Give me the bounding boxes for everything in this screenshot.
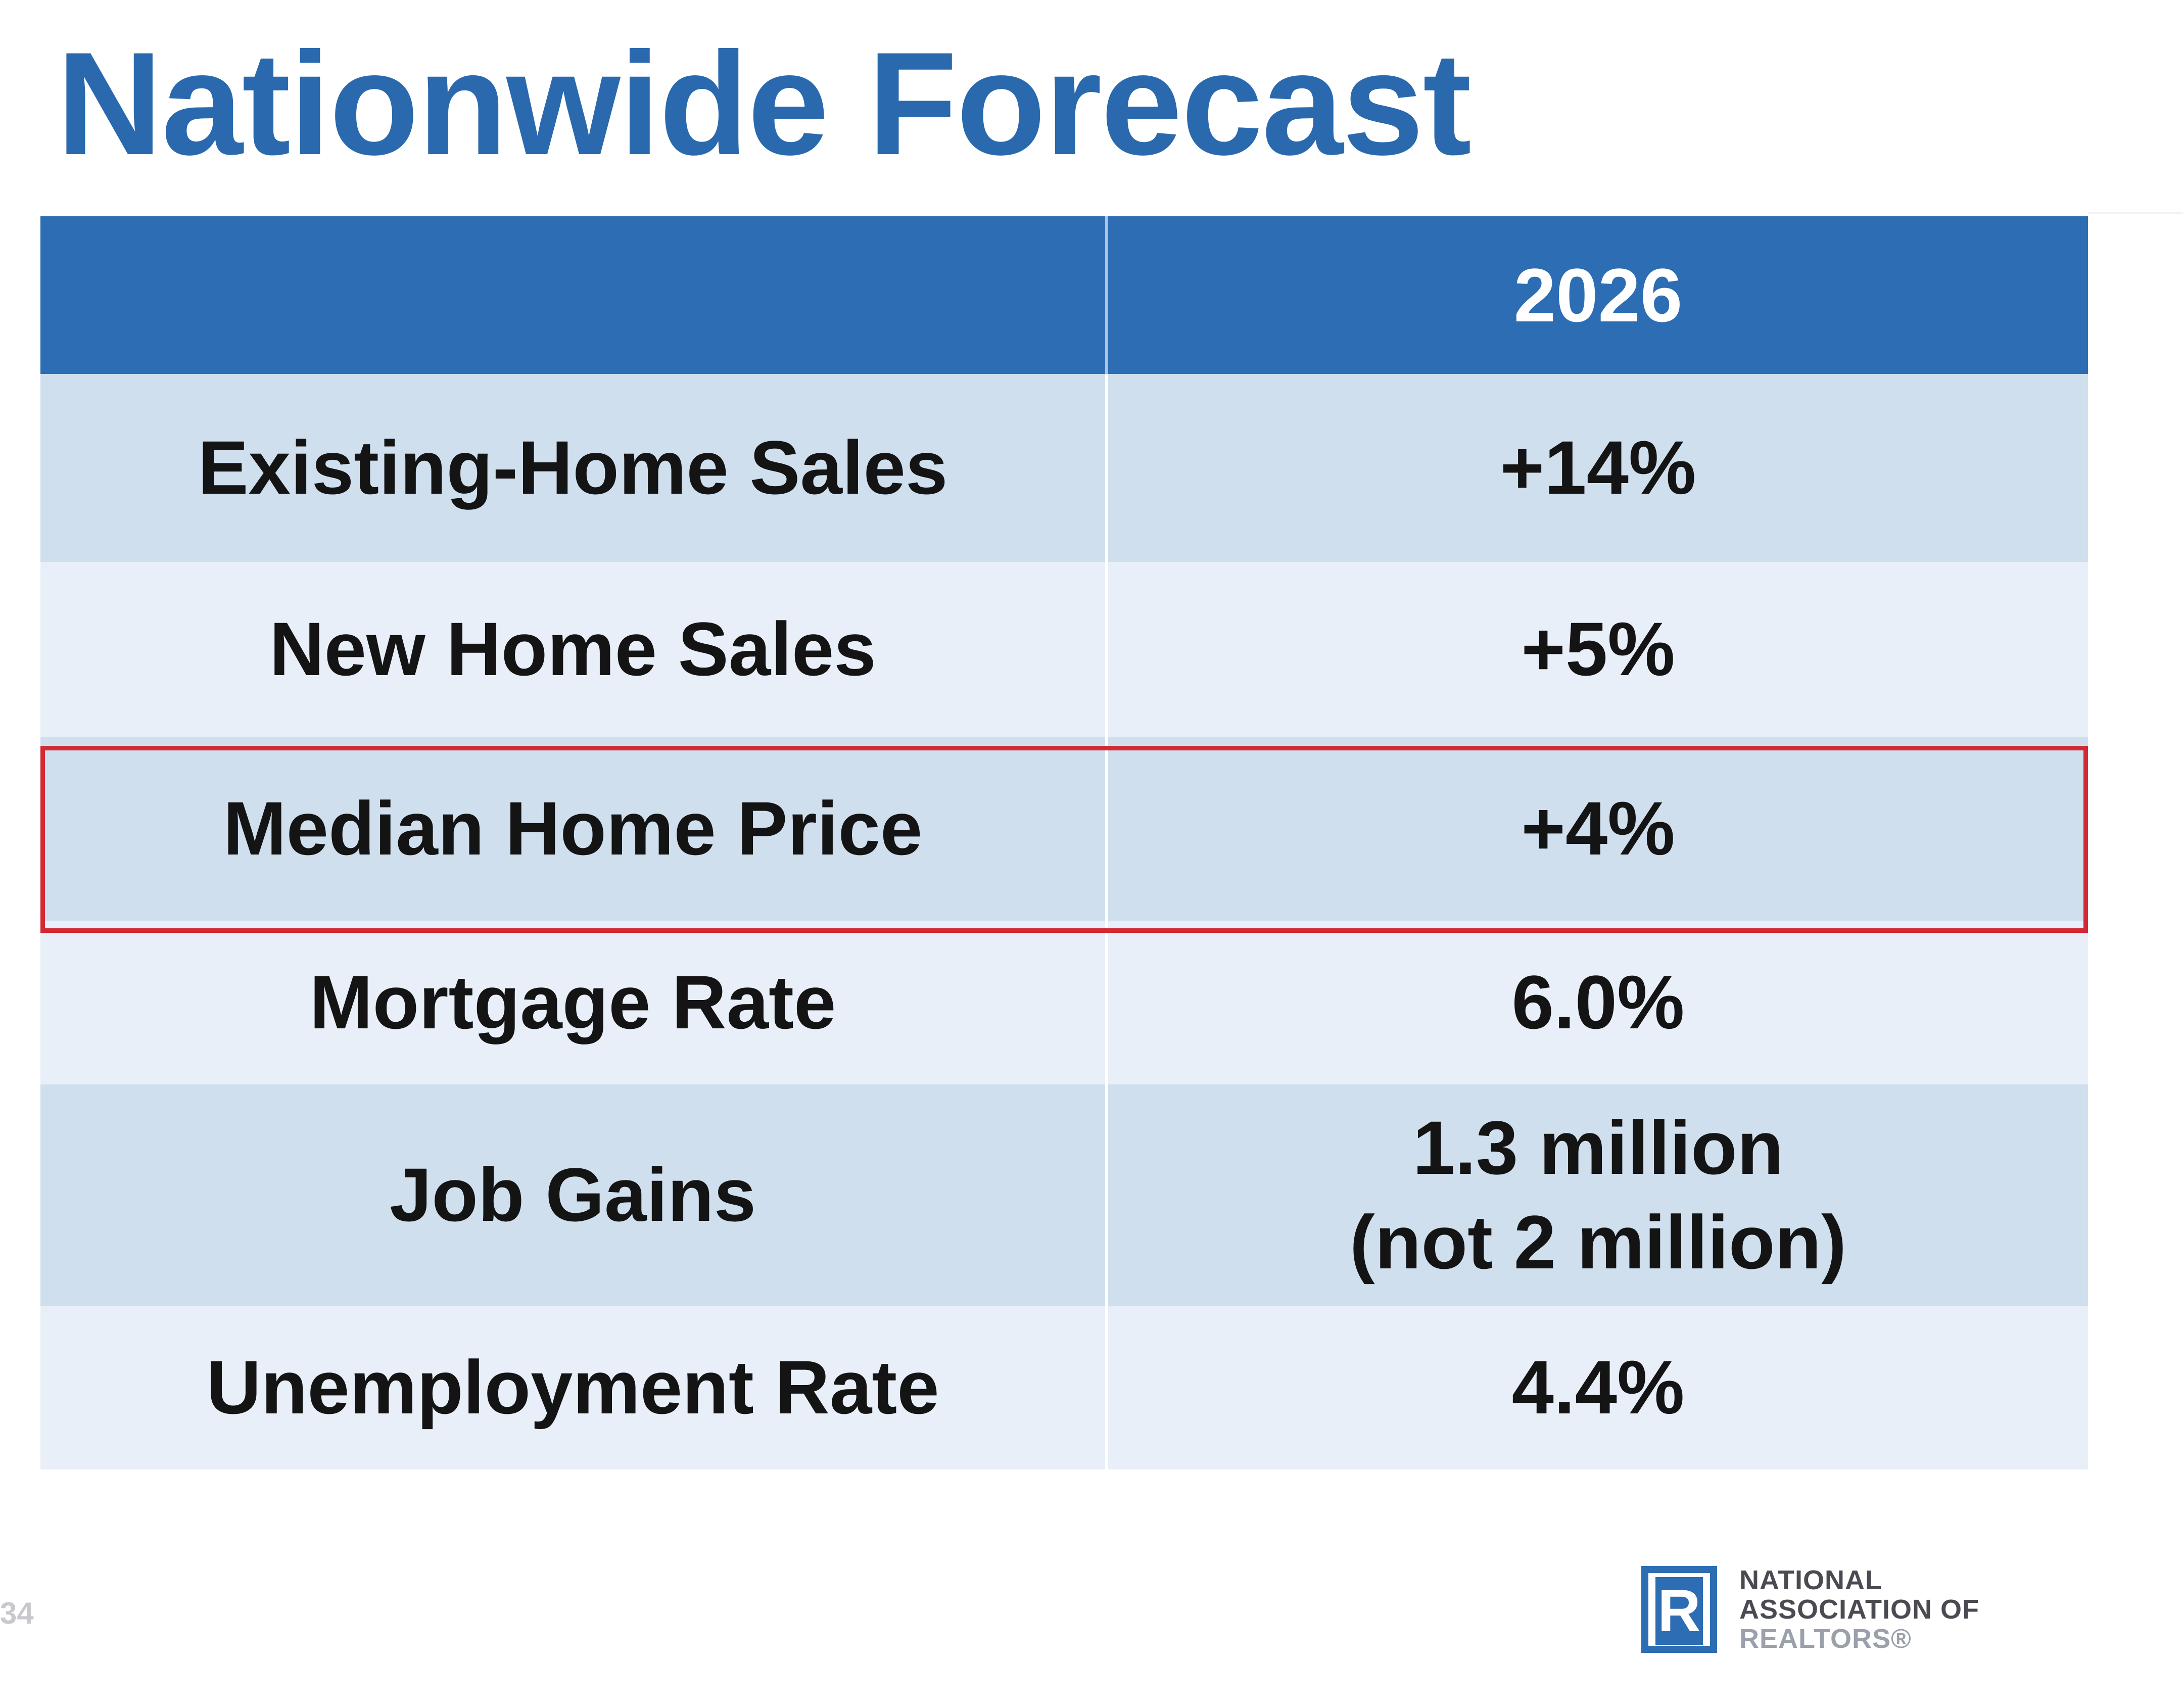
header-year: 2026: [1107, 216, 2088, 374]
nar-logo: R NATIONAL ASSOCIATION OF REALTORS®: [1641, 1565, 1979, 1653]
table-row: New Home Sales +5%: [40, 562, 2088, 737]
logo-mark-letter: R: [1655, 1577, 1703, 1645]
row-value: +5%: [1107, 562, 2088, 737]
table-row: Mortgage Rate 6.0%: [40, 921, 2088, 1084]
realtor-r-logo-icon: R: [1641, 1566, 1717, 1653]
logo-line: REALTORS®: [1739, 1624, 1912, 1654]
row-label: Mortgage Rate: [40, 921, 1108, 1084]
logo-line: ASSOCIATION OF: [1739, 1594, 1980, 1625]
row-value: +14%: [1107, 374, 2088, 562]
row-value: +4%: [1107, 737, 2088, 921]
table-row: Existing-Home Sales +14%: [40, 374, 2088, 562]
forecast-table: 2026 Existing-Home Sales +14% New Home S…: [40, 216, 2088, 1469]
logo-line: NATIONAL: [1739, 1565, 1882, 1595]
logo-text: NATIONAL ASSOCIATION OF REALTORS®: [1739, 1565, 1979, 1653]
table-header-row: 2026: [40, 216, 2088, 374]
row-label: Job Gains: [40, 1084, 1108, 1306]
table-row-highlighted: Median Home Price +4%: [40, 737, 2088, 921]
header-label-cell: [40, 216, 1108, 374]
row-value: 1.3 million: [1412, 1105, 1784, 1190]
row-value-multiline: 1.3 million (not 2 million): [1107, 1084, 2088, 1306]
slide-title: Nationwide Forecast: [57, 22, 1472, 185]
row-label: Existing-Home Sales: [40, 374, 1108, 562]
table-row: Unemployment Rate 4.4%: [40, 1306, 2088, 1469]
row-value: 4.4%: [1107, 1306, 2088, 1469]
row-value: 6.0%: [1107, 921, 2088, 1084]
row-value-note: (not 2 million): [1349, 1200, 1847, 1285]
row-label: New Home Sales: [40, 562, 1108, 737]
row-label: Unemployment Rate: [40, 1306, 1108, 1469]
divider: [2088, 212, 2183, 214]
page-number: 34: [0, 1596, 34, 1630]
table-row: Job Gains 1.3 million (not 2 million): [40, 1084, 2088, 1306]
row-label: Median Home Price: [40, 737, 1108, 921]
